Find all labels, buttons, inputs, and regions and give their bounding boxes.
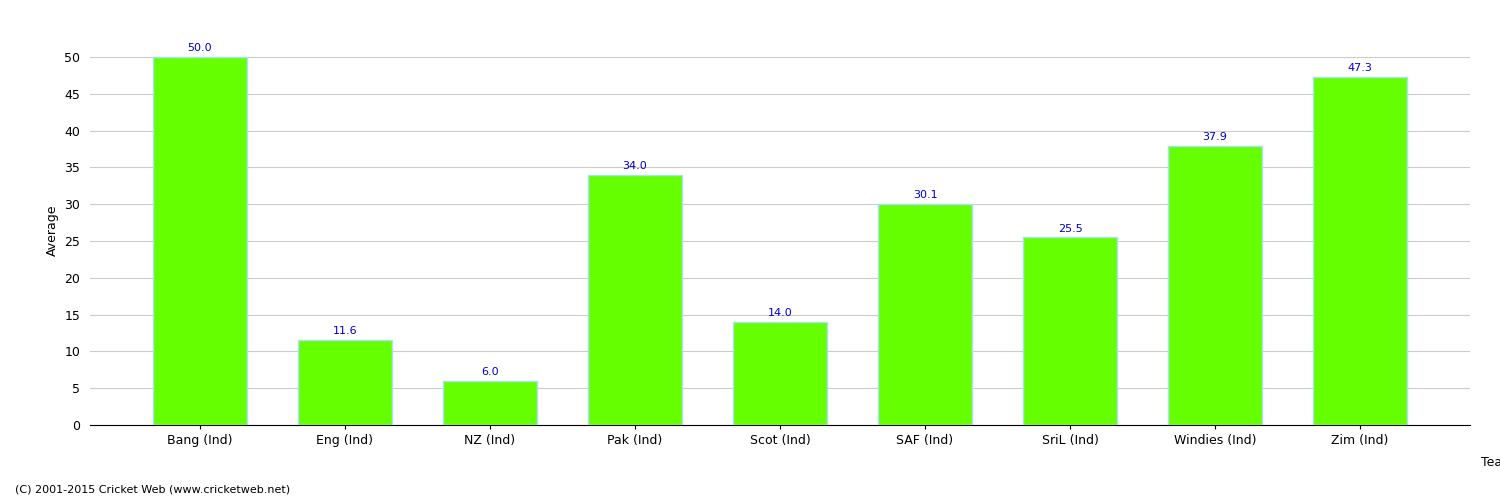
Text: 50.0: 50.0 <box>188 44 211 54</box>
Text: 30.1: 30.1 <box>912 190 938 200</box>
Bar <box>1023 238 1118 425</box>
Bar <box>734 322 827 425</box>
Text: 25.5: 25.5 <box>1058 224 1083 234</box>
Bar <box>1312 77 1407 425</box>
Text: 14.0: 14.0 <box>768 308 792 318</box>
Bar <box>878 204 972 425</box>
Bar <box>298 340 392 425</box>
Text: (C) 2001-2015 Cricket Web (www.cricketweb.net): (C) 2001-2015 Cricket Web (www.cricketwe… <box>15 485 290 495</box>
Y-axis label: Average: Average <box>45 204 58 256</box>
Text: 37.9: 37.9 <box>1203 132 1227 142</box>
Text: 47.3: 47.3 <box>1347 64 1372 74</box>
Text: 34.0: 34.0 <box>622 161 648 171</box>
Bar <box>588 175 682 425</box>
X-axis label: Team: Team <box>1480 456 1500 469</box>
Bar <box>1168 146 1262 425</box>
Text: 11.6: 11.6 <box>333 326 357 336</box>
Text: 6.0: 6.0 <box>482 367 498 377</box>
Bar <box>153 57 248 425</box>
Bar <box>442 381 537 425</box>
